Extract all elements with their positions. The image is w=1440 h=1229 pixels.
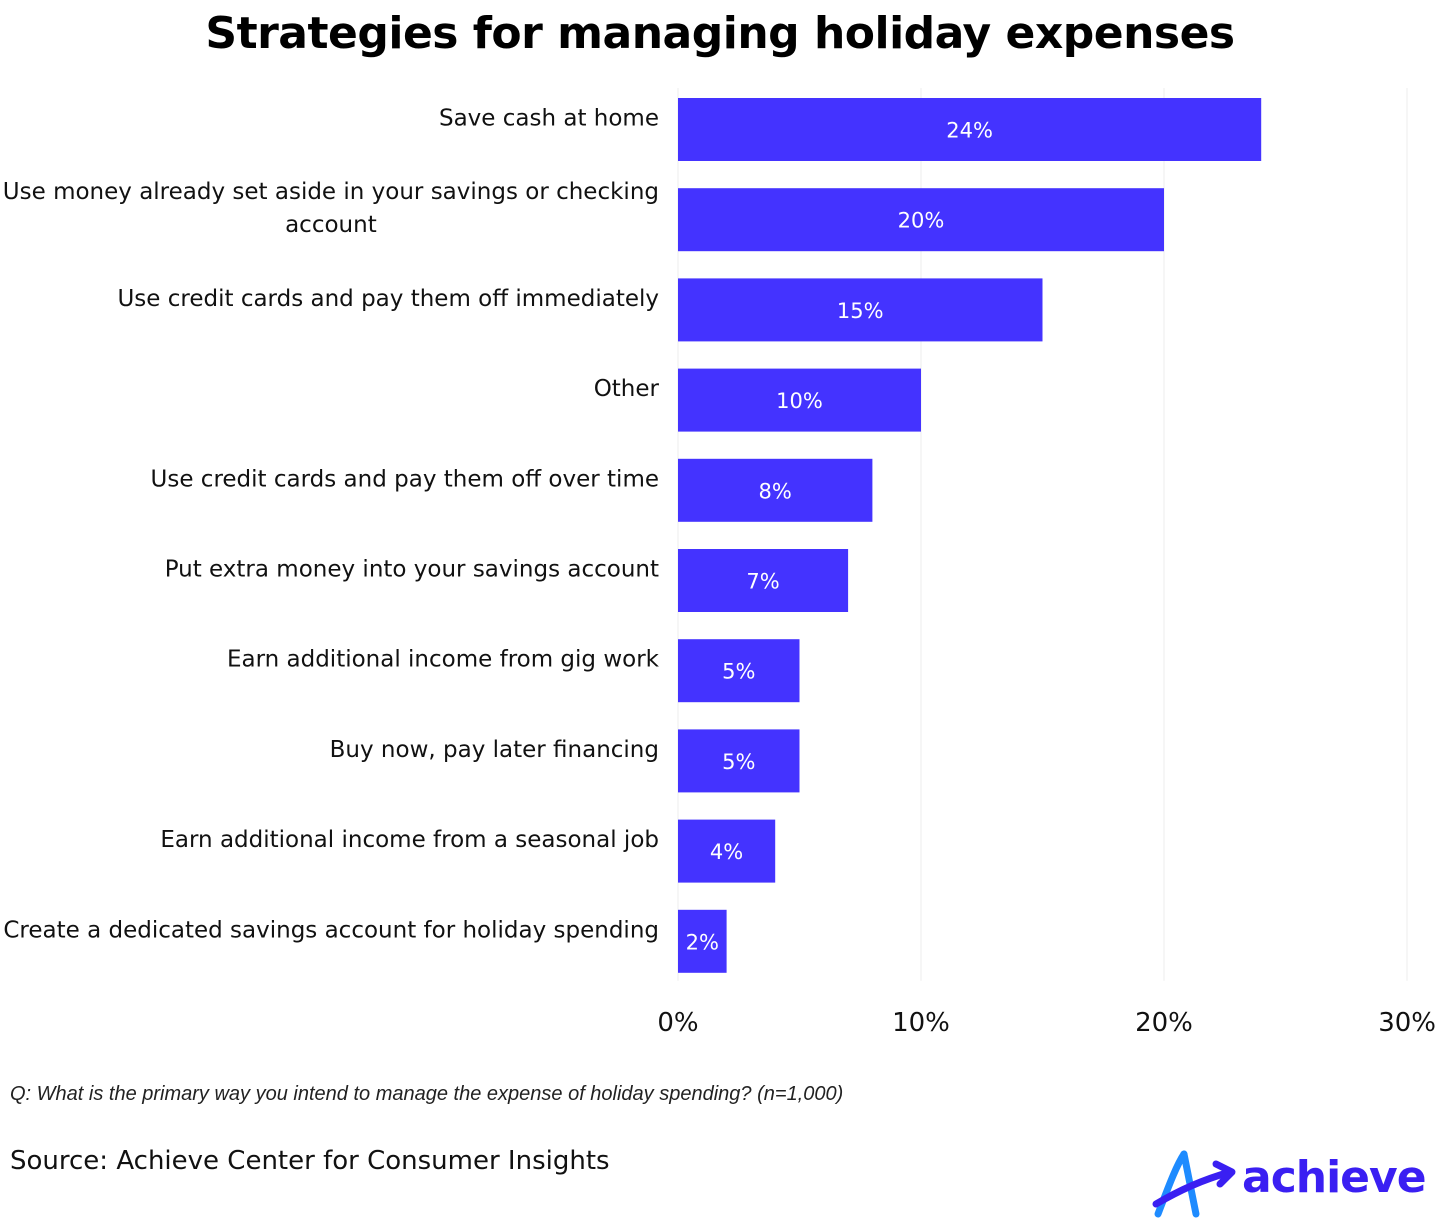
bar: [678, 819, 776, 883]
category-label-line: account: [285, 212, 377, 238]
bar: [678, 549, 849, 612]
bar-value-label: 5%: [722, 750, 755, 774]
bar: [678, 278, 1043, 342]
bar: [678, 639, 800, 703]
x-tick-label: 0%: [657, 1008, 698, 1038]
x-tick-label: 30%: [1378, 1008, 1436, 1038]
category-label-line: Create a dedicated savings account for h…: [3, 917, 659, 943]
category-label-line: Earn additional income from gig work: [227, 647, 660, 673]
category-label: Use credit cards and pay them off over t…: [151, 466, 659, 492]
category-label-line: Use money already set aside in your savi…: [3, 179, 659, 205]
category-label-line: Put extra money into your savings accoun…: [165, 557, 659, 583]
chart-title: Strategies for managing holiday expenses: [205, 8, 1235, 59]
bar-value-label: 5%: [722, 660, 755, 684]
bar: [678, 458, 873, 522]
bar-value-label: 2%: [686, 930, 719, 954]
category-label-line: Buy now, pay later financing: [330, 737, 659, 763]
bar-value-label: 10%: [776, 389, 823, 413]
bar: [678, 729, 800, 793]
category-label: Buy now, pay later financing: [330, 737, 659, 763]
achieve-logo: achieve: [1150, 1148, 1435, 1220]
achieve-logo-text: achieve: [1242, 1152, 1427, 1203]
x-tick-label: 10%: [892, 1008, 950, 1038]
source-note: Source: Achieve Center for Consumer Insi…: [10, 1146, 610, 1176]
category-label: Earn additional income from a seasonal j…: [160, 827, 659, 853]
bar: [678, 98, 1262, 161]
bar-value-label: 24%: [946, 119, 993, 143]
category-label-line: Use credit cards and pay them off over t…: [151, 466, 659, 492]
achieve-logo-icon: [1152, 1150, 1236, 1218]
bar-value-label: 4%: [710, 840, 743, 864]
bar: [678, 188, 1164, 252]
category-label-line: Earn additional income from a seasonal j…: [160, 827, 659, 853]
category-label: Other: [594, 376, 660, 402]
category-label: Put extra money into your savings accoun…: [165, 557, 659, 583]
x-tick-label: 20%: [1135, 1008, 1193, 1038]
category-label-line: Save cash at home: [439, 106, 659, 132]
category-label: Use credit cards and pay them off immedi…: [117, 286, 659, 312]
bar-value-label: 20%: [898, 209, 945, 233]
survey-question: Q: What is the primary way you intend to…: [10, 1083, 844, 1105]
bar-chart: 24% Save cash at home 20% Use money already…: [3, 88, 1436, 1038]
category-label-line: Use credit cards and pay them off immedi…: [117, 286, 659, 312]
category-label: Earn additional income from gig work: [227, 647, 660, 673]
category-label: Use money already set aside in your savi…: [3, 179, 659, 238]
bar: [678, 368, 921, 432]
category-label-line: Other: [594, 376, 660, 402]
category-label: Create a dedicated savings account for h…: [3, 917, 659, 943]
bar: [678, 909, 727, 973]
bar-value-label: 15%: [837, 299, 884, 323]
bar-value-label: 7%: [746, 570, 779, 594]
bar-value-label: 8%: [759, 479, 792, 503]
category-label: Save cash at home: [439, 106, 659, 132]
